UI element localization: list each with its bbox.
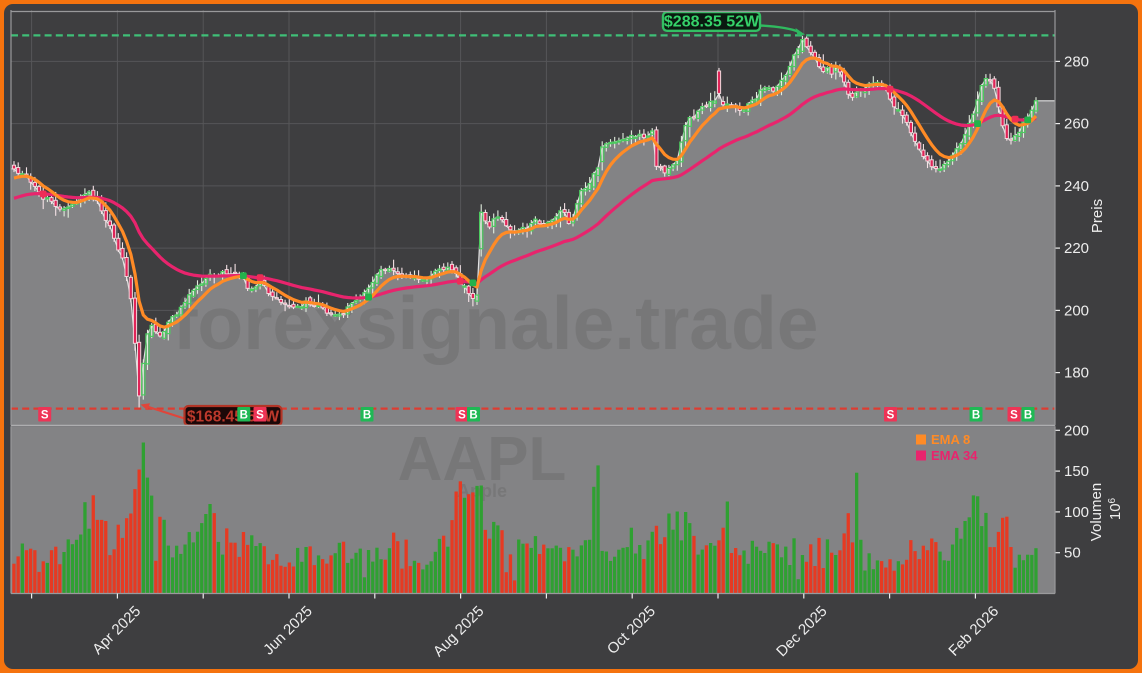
svg-text:forexsignale.trade: forexsignale.trade (172, 281, 818, 365)
svg-text:260: 260 (1064, 116, 1089, 133)
svg-text:Preis: Preis (1089, 199, 1106, 233)
svg-text:EMA 8: EMA 8 (931, 432, 970, 447)
svg-text:180: 180 (1064, 365, 1089, 382)
svg-text:B: B (972, 410, 980, 422)
svg-text:200: 200 (1064, 422, 1089, 439)
svg-text:B: B (1024, 410, 1032, 422)
svg-text:S: S (887, 410, 895, 422)
svg-text:AAPL: AAPL (398, 425, 567, 494)
svg-text:B: B (240, 410, 248, 422)
svg-text:220: 220 (1064, 240, 1089, 257)
svg-text:50: 50 (1064, 545, 1081, 562)
svg-text:S: S (1010, 410, 1018, 422)
svg-text:S: S (458, 410, 466, 422)
svg-text:S: S (256, 410, 264, 422)
svg-text:280: 280 (1064, 53, 1089, 70)
svg-text:100: 100 (1064, 504, 1089, 521)
svg-text:$288.35 52W: $288.35 52W (664, 14, 760, 31)
svg-text:240: 240 (1064, 178, 1089, 195)
svg-text:B: B (469, 410, 477, 422)
svg-text:150: 150 (1064, 463, 1089, 480)
svg-text:200: 200 (1064, 302, 1089, 319)
svg-text:EMA 34: EMA 34 (931, 448, 978, 463)
svg-text:S: S (41, 410, 49, 422)
svg-text:Volumen: Volumen (1088, 483, 1105, 541)
svg-text:B: B (363, 410, 371, 422)
